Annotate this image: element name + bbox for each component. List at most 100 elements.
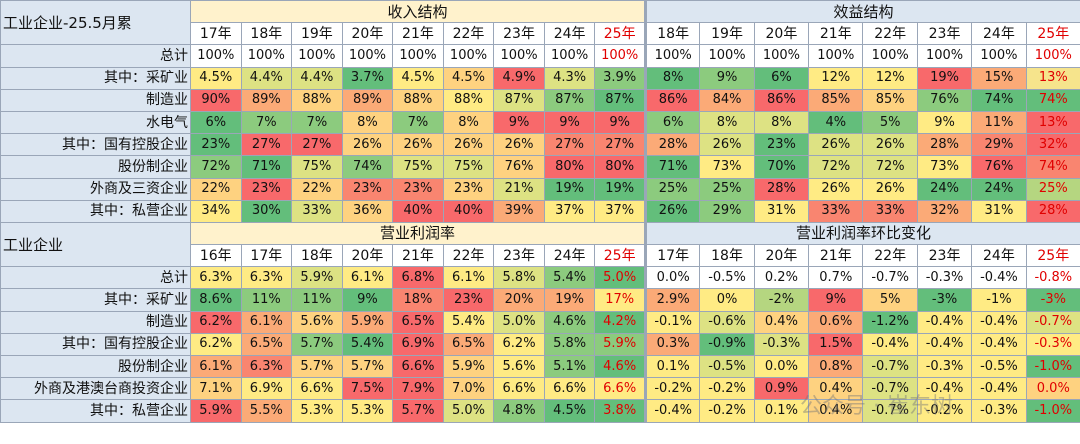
data-cell: 37%	[594, 199, 646, 223]
data-cell: 70%	[753, 155, 810, 179]
data-cell: -0.8%	[1025, 266, 1080, 290]
data-cell: -0.4%	[916, 310, 973, 334]
data-cell: 100%	[862, 44, 918, 68]
data-cell: 9%	[699, 66, 755, 90]
data-cell: 84%	[699, 88, 755, 112]
data-cell: 27%	[543, 133, 596, 157]
data-cell: -0.4%	[971, 266, 1027, 290]
data-cell: 6.6%	[291, 377, 343, 401]
year-header: 20年	[341, 22, 394, 46]
data-cell: 100%	[699, 44, 755, 68]
data-cell: 5.7%	[341, 354, 394, 379]
year-header: 24年	[543, 22, 596, 46]
data-cell: 4.5%	[190, 66, 242, 90]
data-cell: 11%	[971, 110, 1027, 135]
data-cell: 100%	[643, 44, 701, 68]
data-cell: 19%	[594, 177, 646, 201]
data-cell: 5.9%	[341, 310, 394, 334]
data-cell: 9%	[916, 110, 973, 135]
data-cell: 0.0%	[643, 266, 701, 290]
data-cell: 0.0%	[1025, 377, 1080, 401]
data-cell: 26%	[808, 177, 864, 201]
data-cell: 6.3%	[240, 266, 293, 290]
data-cell: 15%	[971, 66, 1027, 90]
data-cell: 11%	[240, 288, 293, 312]
data-cell: -0.4%	[971, 310, 1027, 334]
data-cell: -0.5%	[699, 354, 755, 379]
data-cell: 80%	[594, 155, 646, 179]
data-cell: 75%	[291, 155, 343, 179]
data-cell: 6.1%	[341, 266, 394, 290]
data-cell: 5.7%	[291, 332, 343, 357]
data-cell: 6%	[753, 66, 810, 90]
data-cell: 72%	[808, 155, 864, 179]
data-cell: 24%	[971, 177, 1027, 201]
row-label: 股份制企业	[0, 354, 191, 379]
data-cell: 0.8%	[808, 354, 864, 379]
data-cell: -0.3%	[916, 266, 973, 290]
data-cell: 6.1%	[190, 354, 242, 379]
data-cell: 7%	[291, 110, 343, 135]
data-cell: 0.0%	[753, 354, 810, 379]
data-cell: 5.9%	[190, 399, 242, 423]
data-cell: 100%	[392, 44, 444, 68]
data-cell: 5.3%	[291, 399, 343, 423]
data-cell: 40%	[442, 199, 495, 223]
year-header: 18年	[699, 244, 755, 268]
data-cell: 23%	[392, 177, 444, 201]
data-cell: 72%	[862, 155, 918, 179]
data-cell: 74%	[1025, 88, 1080, 112]
data-cell: -0.2%	[699, 399, 755, 423]
data-cell: -0.7%	[862, 354, 918, 379]
group-title: 营业利润率	[190, 221, 646, 246]
year-header: 24年	[543, 244, 596, 268]
data-cell: -0.4%	[862, 332, 918, 357]
data-cell: 27%	[240, 133, 293, 157]
data-cell: 74%	[1025, 155, 1080, 179]
data-cell: -3%	[1025, 288, 1080, 312]
data-cell: 6.2%	[190, 310, 242, 334]
row-label: 制造业	[0, 88, 191, 112]
data-row: 其中：私营企业 5.9% 5.5% 5.3% 5.3% 5.7% 5.0% 4.8% 4.5% 3…	[0, 399, 1080, 423]
data-row: 总计 6.3% 6.3% 5.9% 6.1% 6.8% 6.1% 5.8% 5.4% 5.0% 0.…	[0, 266, 1080, 290]
data-cell: -3%	[916, 288, 973, 312]
data-cell: 28%	[643, 133, 701, 157]
year-header: 18年	[240, 22, 293, 46]
data-cell: 76%	[493, 155, 545, 179]
data-cell: 6.1%	[442, 266, 495, 290]
data-cell: 4.6%	[594, 354, 646, 379]
data-cell: 5.9%	[594, 332, 646, 357]
data-cell: 100%	[341, 44, 394, 68]
data-row: 其中：国有控股企业 23% 27% 27% 26% 26% 26% 26% 27% 27% 28% 2…	[0, 133, 1080, 157]
data-row: 股份制企业 6.1% 6.3% 5.7% 5.7% 6.6% 5.9% 5.6% 5.1% 4.6…	[0, 354, 1080, 379]
data-cell: 26%	[808, 133, 864, 157]
group-title: 效益结构	[643, 0, 1080, 24]
data-cell: 6%	[190, 110, 242, 135]
data-cell: 22%	[291, 177, 343, 201]
data-cell: 0.4%	[808, 377, 864, 401]
data-cell: 90%	[190, 88, 242, 112]
data-cell: 5.3%	[341, 399, 394, 423]
data-cell: 86%	[753, 88, 810, 112]
data-cell: 5%	[862, 288, 918, 312]
data-cell: 26%	[643, 199, 701, 223]
data-cell: 5.5%	[240, 399, 293, 423]
data-row: 其中：采矿业 8.6% 11% 11% 9% 18% 23% 20% 19% 17% 2.9% 0% -…	[0, 288, 1080, 312]
year-header: 16年	[190, 244, 242, 268]
data-cell: 26%	[493, 133, 545, 157]
data-cell: 7%	[392, 110, 444, 135]
data-cell: 6.9%	[240, 377, 293, 401]
data-cell: 28%	[1025, 199, 1080, 223]
data-cell: 4%	[808, 110, 864, 135]
year-header: 22年	[442, 244, 495, 268]
data-cell: 6%	[643, 110, 701, 135]
year-header: 24年	[971, 22, 1027, 46]
data-cell: 9%	[543, 110, 596, 135]
data-cell: -0.7%	[1025, 310, 1080, 334]
year-header: 17年	[643, 244, 701, 268]
data-cell: -0.2%	[643, 377, 701, 401]
data-cell: -0.6%	[699, 310, 755, 334]
data-cell: -0.5%	[699, 266, 755, 290]
data-cell: 2.9%	[643, 288, 701, 312]
